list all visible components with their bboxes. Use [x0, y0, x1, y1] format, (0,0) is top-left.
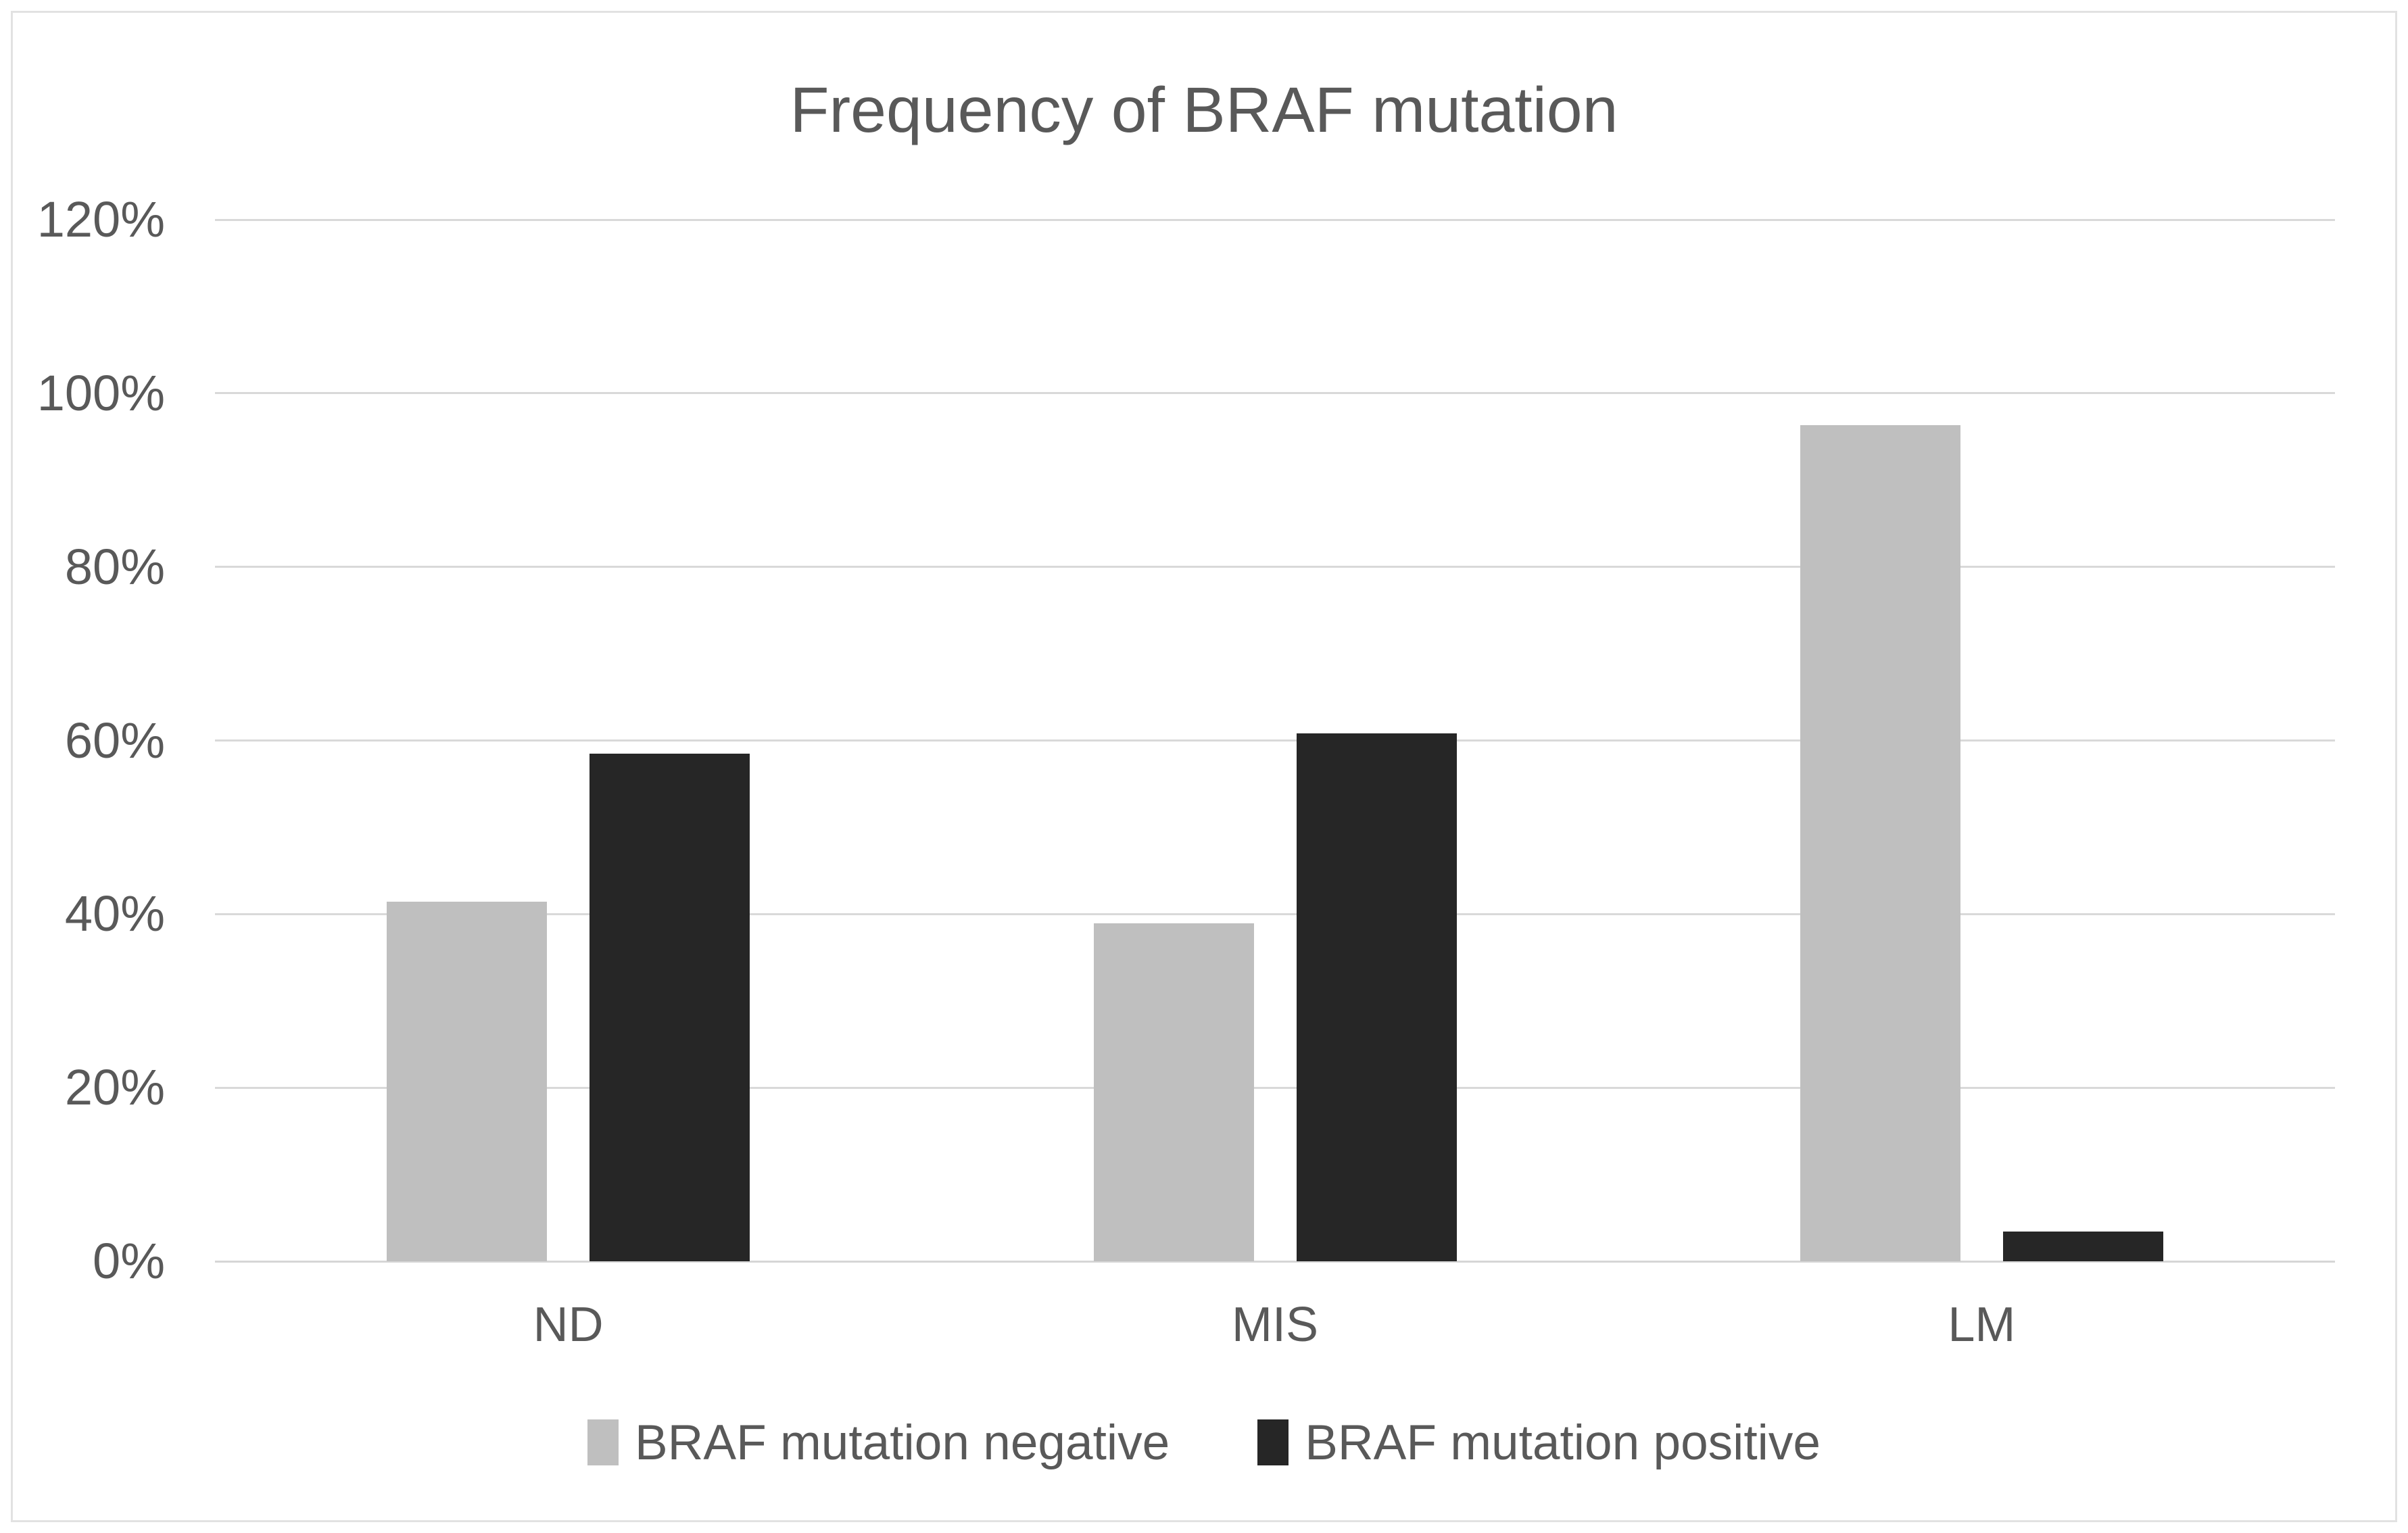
gridline [215, 739, 2335, 741]
legend-label: BRAF mutation positive [1305, 1415, 1821, 1470]
chart-frame [11, 11, 2397, 1522]
y-axis-tick-label: 120% [37, 191, 165, 247]
gridline [215, 912, 2335, 915]
y-axis-tick-label: 60% [64, 712, 165, 769]
bar-mis-negative [1093, 923, 1254, 1261]
legend-swatch-icon-negative [587, 1419, 619, 1465]
legend-item: BRAF mutation negative [587, 1415, 1170, 1471]
x-axis-category-label: MIS [1231, 1298, 1318, 1352]
x-axis-category-label: LM [1948, 1298, 2016, 1352]
x-axis-line [215, 1260, 2335, 1263]
legend-swatch-icon-positive [1257, 1419, 1289, 1465]
y-axis-tick-label: 100% [37, 364, 165, 421]
gridline [215, 1086, 2335, 1089]
bar-lm-negative [1800, 425, 1960, 1261]
bar-nd-positive [589, 753, 750, 1261]
legend: BRAF mutation negative BRAF mutation posi… [0, 1405, 2408, 1480]
legend-label: BRAF mutation negative [634, 1415, 1170, 1470]
gridline [215, 218, 2335, 221]
chart-title: Frequency of BRAF mutation [790, 74, 1618, 146]
bar-nd-negative [387, 902, 548, 1261]
y-axis-tick-label: 20% [64, 1059, 165, 1116]
y-axis-tick-label: 0% [93, 1233, 165, 1289]
bar-mis-positive [1296, 733, 1457, 1261]
gridline [215, 392, 2335, 395]
y-axis-tick-label: 40% [64, 885, 165, 942]
y-axis-tick-label: 80% [64, 538, 165, 595]
gridline [215, 566, 2335, 568]
x-axis-category-label: ND [533, 1298, 604, 1352]
legend-item: BRAF mutation positive [1257, 1415, 1821, 1471]
bar-lm-positive [2002, 1232, 2163, 1261]
